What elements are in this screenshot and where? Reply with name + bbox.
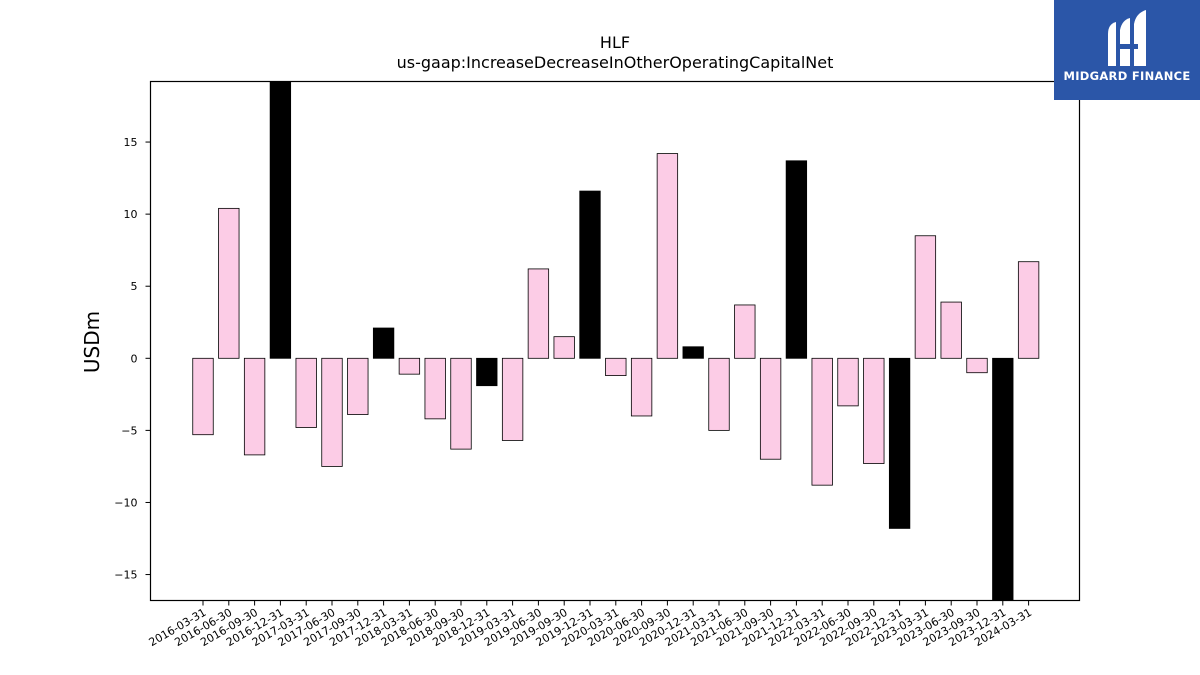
bar-2022-06-30 bbox=[837, 357, 859, 407]
chart-subtitle: us-gaap:IncreaseDecreaseInOtherOperating… bbox=[397, 53, 834, 72]
bar-2018-03-31 bbox=[398, 357, 421, 375]
bar-2020-06-30 bbox=[630, 357, 653, 417]
y-tick-label: 15 bbox=[124, 136, 138, 149]
y-tick-label: 5 bbox=[131, 280, 138, 293]
bar-2018-12-31 bbox=[476, 357, 498, 387]
y-tick-label: 10 bbox=[124, 208, 138, 221]
bar-2019-06-30 bbox=[527, 268, 550, 359]
bar-2021-09-30 bbox=[759, 357, 782, 460]
bar-2021-03-31 bbox=[708, 357, 730, 431]
bar-2017-12-31 bbox=[372, 327, 395, 359]
bar-2023-06-30 bbox=[940, 301, 962, 359]
bar-2016-12-31 bbox=[269, 81, 292, 359]
bar-2017-06-30 bbox=[321, 357, 343, 467]
plot-frame bbox=[149, 80, 1081, 602]
bar-2020-12-31 bbox=[682, 346, 704, 359]
bar-2016-09-30 bbox=[243, 357, 266, 456]
y-axis: −15 −10 −5 0 5 10 15 bbox=[114, 136, 151, 582]
bar-2019-03-31 bbox=[501, 357, 524, 441]
bar-2019-09-30 bbox=[553, 336, 575, 359]
bar-2018-06-30 bbox=[424, 357, 446, 420]
bar-2016-06-30 bbox=[218, 207, 240, 359]
bar-2023-09-30 bbox=[966, 357, 988, 374]
y-tick-label: 0 bbox=[131, 352, 138, 365]
bar-2018-09-30 bbox=[450, 357, 472, 450]
bar-2019-12-31 bbox=[579, 190, 601, 359]
brand-name: MIDGARD FINANCE bbox=[1063, 69, 1191, 83]
bar-2022-12-31 bbox=[888, 357, 911, 529]
bar-2022-03-31 bbox=[811, 357, 833, 486]
bar-2016-03-31 bbox=[192, 357, 214, 436]
y-tick-label: −15 bbox=[114, 569, 137, 582]
midgard-mark-icon bbox=[1108, 10, 1146, 66]
bar-2022-09-30 bbox=[863, 357, 885, 464]
x-axis: 2016-03-312016-06-302016-09-302016-12-31… bbox=[147, 600, 1034, 649]
y-tick-label: −10 bbox=[114, 496, 137, 509]
brand-logo: MIDGARD FINANCE bbox=[1054, 0, 1200, 100]
bar-2021-06-30 bbox=[734, 304, 756, 359]
bar-2023-03-31 bbox=[914, 235, 937, 359]
y-tick-label: −5 bbox=[121, 424, 137, 437]
bar-2017-09-30 bbox=[347, 357, 369, 415]
bar-2021-12-31 bbox=[785, 160, 808, 359]
y-axis-label: USDm bbox=[80, 311, 104, 373]
bar-2017-03-31 bbox=[295, 357, 317, 428]
bar-2020-03-31 bbox=[605, 357, 627, 376]
bar-2020-09-30 bbox=[656, 153, 679, 359]
bars-group bbox=[192, 81, 1040, 601]
chart-title: HLF bbox=[600, 33, 630, 52]
bar-2024-03-31 bbox=[1017, 261, 1040, 359]
bar-2023-12-31 bbox=[992, 357, 1014, 601]
